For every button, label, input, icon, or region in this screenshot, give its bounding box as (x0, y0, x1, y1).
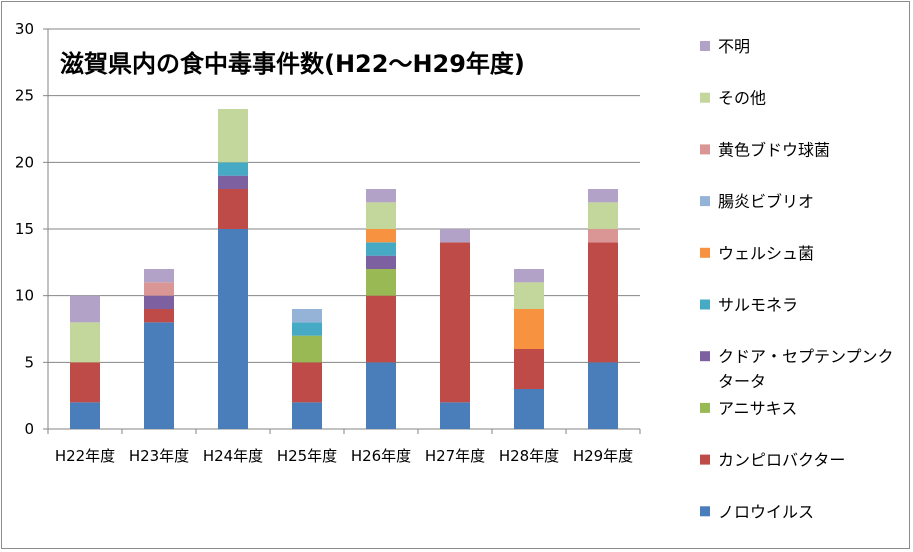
x-tick-label: H25年度 (277, 447, 337, 465)
legend-label: アニサキス (718, 399, 797, 418)
chart-title: 滋賀県内の食中毒事件数(H22～H29年度) (60, 50, 525, 78)
bar-segment (366, 242, 396, 256)
legend-item: クドア・セプテンプンクタータ (700, 347, 894, 391)
bar-segment (366, 202, 396, 229)
x-tick-label: H24年度 (203, 447, 263, 465)
bar-segment (144, 282, 174, 296)
y-tick-label: 0 (24, 420, 34, 438)
bar-segment (144, 295, 174, 309)
bar-segment (292, 335, 322, 363)
bar-segment (70, 295, 100, 323)
legend-swatch (700, 196, 710, 207)
y-tick-label: 5 (24, 353, 34, 371)
bar-layer (70, 109, 618, 429)
legend-label: 腸炎ビブリオ (718, 192, 814, 211)
legend-swatch (700, 144, 710, 155)
x-tick-label: H27年度 (425, 447, 485, 465)
bar-segment (588, 242, 618, 363)
legend-item: 不明 (700, 37, 750, 56)
bar-segment (588, 202, 618, 229)
legend-item: その他 (700, 89, 766, 108)
bar-segment (70, 362, 100, 403)
legend: 不明その他黄色ブドウ球菌腸炎ビブリオウェルシュ菌サルモネラクドア・セプテンプンク… (700, 37, 894, 521)
legend-item: ノロウイルス (700, 502, 814, 521)
legend-label: サルモネラ (718, 296, 798, 315)
bar-segment (292, 322, 322, 336)
bar-segment (514, 349, 544, 389)
legend-swatch (700, 506, 710, 517)
label-layer: 0 5 10 15 20 25 30 H22年度 H23年度 H24年度 H25年度 H26年度 H27… (15, 20, 633, 465)
legend-item: ウェルシュ菌 (700, 244, 814, 263)
legend-label: ウェルシュ菌 (718, 244, 814, 263)
bar-segment (514, 309, 544, 349)
legend-swatch (700, 299, 710, 310)
bar-segment (366, 189, 396, 203)
bar-segment (366, 295, 396, 363)
bar-segment (144, 309, 174, 323)
bar-segment (218, 189, 248, 229)
legend-swatch (700, 41, 710, 51)
bar-segment (292, 402, 322, 429)
legend-label-line: タータ (718, 372, 766, 391)
x-tick-label: H23年度 (129, 447, 189, 465)
legend-label: ノロウイルス (718, 502, 814, 521)
x-tick-label: H26年度 (351, 447, 411, 465)
legend-swatch (700, 402, 710, 413)
bar-segment (366, 269, 396, 296)
bar-segment (588, 362, 618, 429)
bar-segment (70, 322, 100, 363)
bar-segment (70, 402, 100, 429)
y-tick-label: 15 (15, 220, 34, 238)
x-tick-label: H22年度 (55, 447, 115, 465)
bar-segment (588, 189, 618, 203)
y-tick-label: 25 (15, 87, 34, 105)
bar-segment (144, 269, 174, 283)
bar-segment (440, 229, 470, 243)
bar-segment (514, 282, 544, 309)
legend-item: アニサキス (700, 399, 797, 418)
legend-item: サルモネラ (700, 296, 798, 315)
y-tick-label: 20 (15, 153, 34, 171)
axis-layer (43, 28, 641, 434)
legend-label: 不明 (718, 37, 750, 56)
bar-segment (292, 362, 322, 403)
bar-segment (514, 269, 544, 283)
bar-segment (588, 229, 618, 243)
legend-item: 腸炎ビブリオ (700, 192, 814, 211)
legend-label: クドア・セプテンプンクタータ (718, 347, 894, 391)
bar-segment (440, 242, 470, 403)
legend-item: 黄色ブドウ球菌 (700, 140, 830, 159)
bar-segment (366, 229, 396, 243)
legend-item: カンピロバクター (700, 451, 845, 470)
bar-segment (144, 322, 174, 429)
x-tick-label: H29年度 (573, 447, 633, 465)
grid-layer (48, 28, 640, 363)
bar-segment (218, 109, 248, 163)
x-tick-label: H28年度 (499, 447, 559, 465)
bar-segment (366, 255, 396, 269)
bar-segment (514, 389, 544, 429)
bar-segment (440, 402, 470, 429)
legend-swatch (700, 247, 710, 258)
legend-label: カンピロバクター (718, 451, 845, 470)
y-tick-label: 30 (15, 20, 34, 38)
legend-swatch (700, 454, 710, 465)
bar-segment (292, 309, 322, 323)
legend-label: 黄色ブドウ球菌 (718, 140, 830, 159)
legend-swatch (700, 92, 710, 103)
bar-segment (218, 175, 248, 189)
legend-label-line: クドア・セプテンプンク (718, 347, 894, 366)
bar-segment (218, 229, 248, 429)
y-tick-label: 10 (15, 287, 34, 305)
bar-segment (366, 362, 396, 429)
bar-segment (218, 162, 248, 176)
legend-label: その他 (718, 89, 766, 108)
legend-swatch (700, 351, 710, 362)
